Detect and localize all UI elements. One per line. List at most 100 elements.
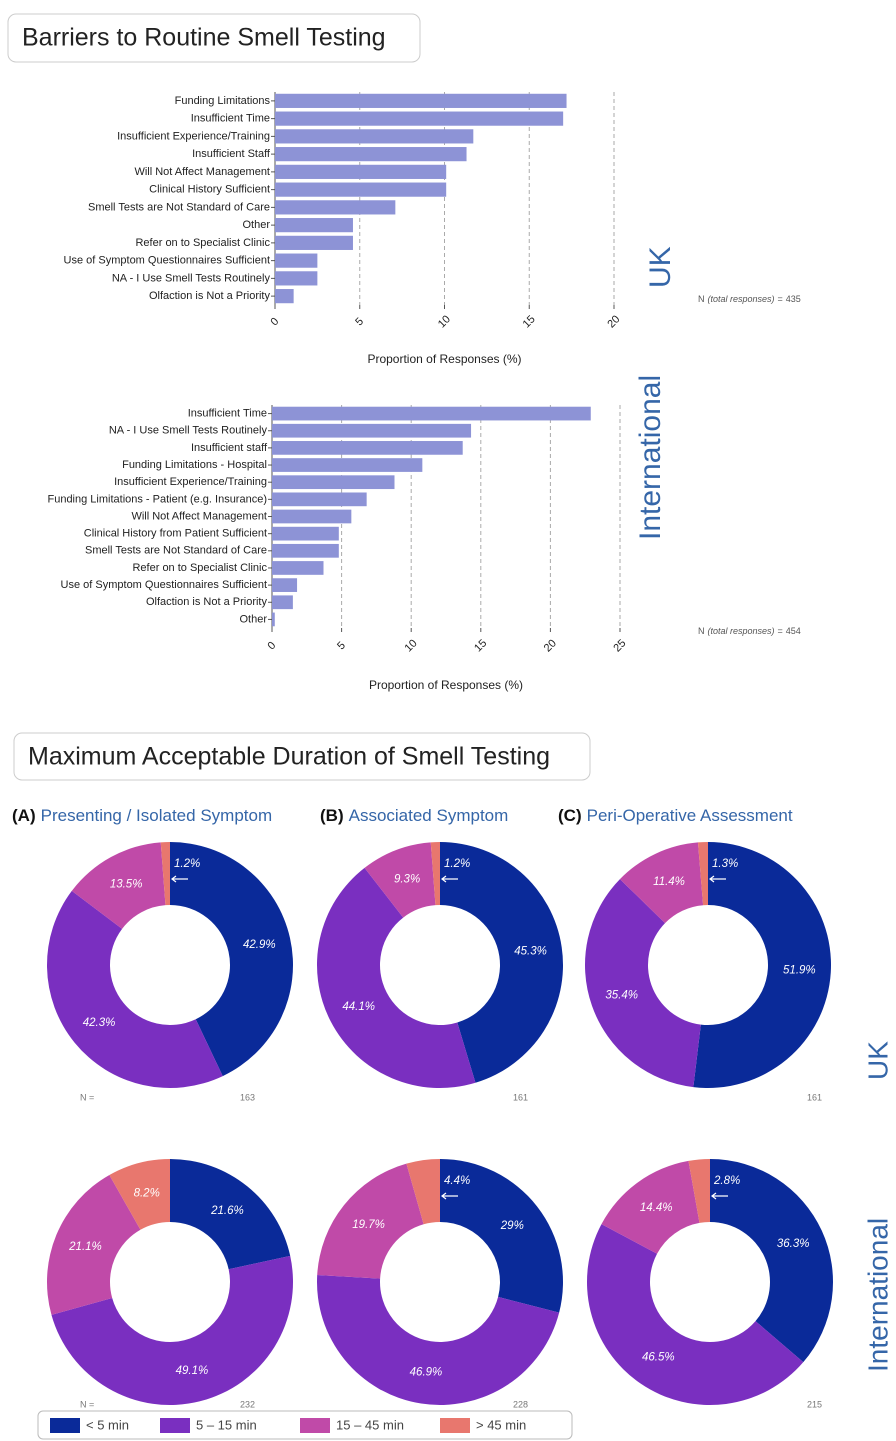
n-note-text: (total responses): [708, 626, 775, 636]
n-label: N =: [80, 1092, 94, 1102]
category-label: Insufficient Experience/Training: [117, 130, 270, 142]
x-tick-label: 20: [542, 637, 559, 654]
slice-label: 19.7%: [352, 1219, 385, 1231]
n-value: 228: [513, 1399, 528, 1409]
category-label: Insufficient Time: [191, 113, 270, 125]
slice-label: 49.1%: [176, 1365, 209, 1377]
section-title: Barriers to Routine Smell Testing: [22, 24, 386, 52]
panel-letter: (B): [320, 806, 344, 825]
n-prefix: N: [698, 294, 705, 304]
bar: [272, 492, 367, 507]
legend-swatch: [50, 1418, 80, 1433]
slice-label: 9.3%: [394, 874, 420, 886]
slice-label: 44.1%: [342, 1001, 375, 1013]
legend-swatch: [440, 1418, 470, 1433]
category-label: Olfaction is Not a Priority: [146, 596, 268, 608]
n-value: 161: [513, 1092, 528, 1102]
bar: [272, 458, 423, 472]
slice-label: 2.8%: [713, 1175, 740, 1187]
title-box: [13, 732, 591, 781]
donut-slice: [47, 890, 223, 1088]
bar: [275, 147, 467, 162]
slice-label: 21.1%: [68, 1241, 102, 1253]
n-value: 163: [240, 1092, 255, 1102]
donut-slice: [109, 1159, 170, 1230]
category-label: Funding Limitations - Patient (e.g. Insu…: [47, 493, 267, 505]
slice-label: 1.2%: [444, 858, 470, 870]
pointer-arrow: [171, 875, 188, 883]
panel-name: Associated Symptom: [349, 806, 509, 825]
n-note: N (total responses) = 435: [698, 294, 801, 304]
legend-label: > 45 min: [476, 1417, 526, 1432]
slice-label: 46.9%: [410, 1366, 443, 1378]
bar: [272, 423, 472, 438]
slice-label: 36.3%: [777, 1238, 810, 1250]
donut-slice: [170, 1159, 291, 1270]
slice-label: 4.4%: [444, 1175, 470, 1187]
bar: [275, 111, 564, 126]
category-label: Olfaction is Not a Priority: [149, 290, 271, 302]
bar: [275, 164, 447, 179]
donut-slice: [406, 1159, 440, 1225]
category-label: Will Not Affect Management: [131, 510, 267, 522]
bar: [272, 543, 339, 558]
x-tick-label: 25: [611, 637, 628, 654]
category-label: Use of Symptom Questionnaires Sufficient: [64, 255, 270, 267]
donut-slice: [160, 842, 170, 906]
slice-label: 14.4%: [640, 1202, 673, 1214]
category-label: Insufficient Staff: [192, 148, 271, 160]
bar: [272, 509, 352, 524]
donut-slice: [317, 1275, 560, 1405]
n-value: 232: [240, 1399, 255, 1409]
n-value: 161: [807, 1092, 822, 1102]
donut-slice: [585, 879, 701, 1088]
donut-slice: [688, 1159, 710, 1223]
category-label: Funding Limitations - Hospital: [122, 459, 267, 471]
slice-label: 42.3%: [83, 1017, 116, 1029]
bar: [272, 578, 298, 592]
x-tick-label: 10: [436, 313, 453, 330]
pointer-arrow: [709, 875, 726, 883]
x-tick-label: 15: [472, 637, 489, 654]
slice-label: 46.5%: [642, 1352, 675, 1364]
n-note: N (total responses) = 454: [698, 626, 801, 636]
panel-title: (C) Peri-Operative Assessment: [558, 806, 793, 825]
bar: [275, 129, 474, 144]
n-sign: =: [778, 626, 783, 636]
region-label: International: [634, 375, 667, 540]
donut-slice: [440, 1159, 563, 1313]
panel-name: Peri-Operative Assessment: [587, 806, 793, 825]
x-tick-label: 10: [403, 637, 420, 654]
bar: [272, 441, 463, 455]
x-axis-label: Proportion of Responses (%): [367, 352, 521, 366]
donut-slice: [586, 1224, 804, 1405]
slice-label: 51.9%: [783, 964, 816, 976]
x-tick-label: 5: [335, 640, 348, 653]
bar: [272, 526, 339, 541]
slice-label: 13.5%: [110, 879, 143, 891]
category-label: Use of Symptom Questionnaires Sufficient: [61, 579, 267, 591]
category-label: Smell Tests are Not Standard of Care: [85, 545, 267, 557]
slice-label: 11.4%: [653, 876, 685, 888]
category-label: Funding Limitations: [175, 95, 271, 107]
legend-swatch: [300, 1418, 330, 1433]
category-label: Refer on to Specialist Clinic: [135, 237, 270, 249]
x-tick-label: 0: [266, 640, 279, 653]
donut-slice: [601, 1160, 700, 1254]
category-label: Insufficient staff: [191, 442, 268, 454]
x-tick-label: 5: [353, 316, 366, 329]
slice-label: 35.4%: [605, 989, 638, 1001]
bar: [272, 475, 395, 490]
slice-label: 8.2%: [134, 1188, 160, 1200]
n-label: N =: [80, 1399, 94, 1409]
x-tick-label: 0: [269, 316, 282, 329]
category-label: Smell Tests are Not Standard of Care: [88, 201, 270, 213]
legend-label: 15 – 45 min: [336, 1417, 404, 1432]
donut-slice: [710, 1159, 833, 1363]
category-label: Other: [239, 613, 267, 625]
bar: [272, 595, 293, 610]
pointer-arrow: [711, 1192, 728, 1200]
category-label: Insufficient Experience/Training: [114, 476, 267, 488]
x-tick-label: 20: [605, 313, 622, 330]
